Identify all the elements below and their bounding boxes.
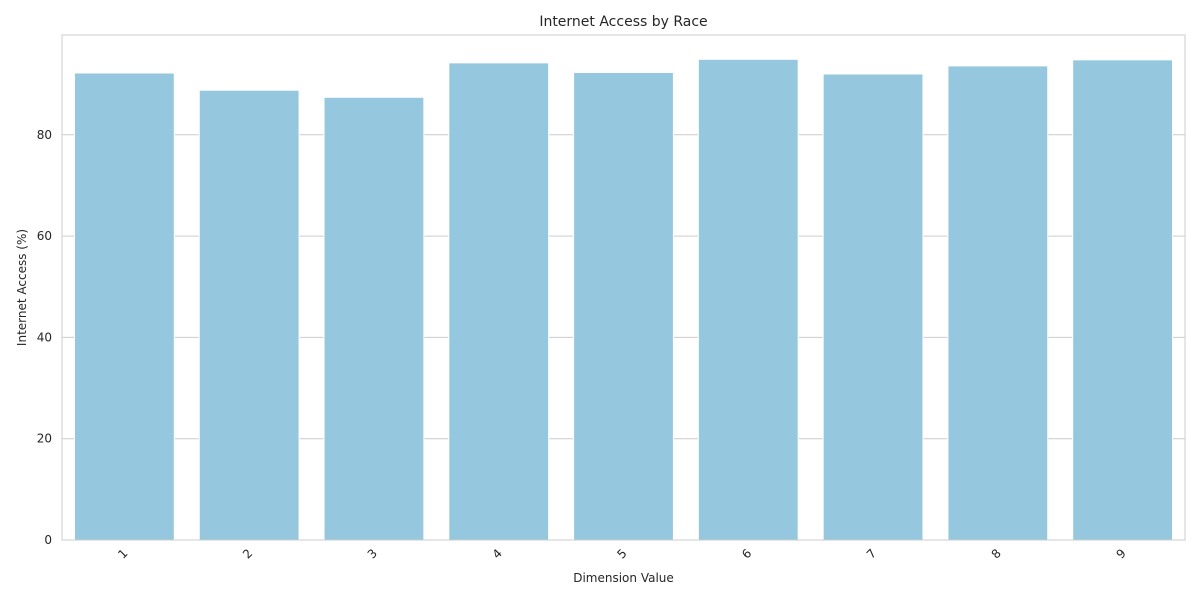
bar xyxy=(198,89,300,541)
y-tick-labels: 0 20 40 60 80 xyxy=(37,128,52,547)
x-axis-label: Dimension Value xyxy=(573,571,674,585)
x-tick-label: 2 xyxy=(240,546,255,561)
bar xyxy=(573,71,674,541)
x-tick-label: 7 xyxy=(864,546,879,561)
x-tick-label: 1 xyxy=(115,546,130,561)
x-tick-label: 6 xyxy=(739,546,754,561)
y-tick-label: 0 xyxy=(44,533,52,547)
x-tick-labels: 1 2 3 4 5 6 7 8 9 xyxy=(115,546,1129,561)
bars xyxy=(73,58,1174,541)
x-tick-label: 8 xyxy=(989,546,1004,561)
bar xyxy=(448,62,550,541)
x-tick-label: 5 xyxy=(614,546,629,561)
y-tick-label: 80 xyxy=(37,128,52,142)
bar xyxy=(73,72,175,541)
y-tick-label: 20 xyxy=(37,432,52,446)
x-tick-label: 9 xyxy=(1113,546,1128,561)
x-tick-label: 4 xyxy=(490,546,505,561)
y-tick-label: 60 xyxy=(37,229,52,243)
x-tick-label: 3 xyxy=(365,546,380,561)
plot-frame xyxy=(61,34,1186,541)
bar xyxy=(947,65,1049,541)
bar xyxy=(697,58,799,541)
chart-title: Internet Access by Race xyxy=(539,14,707,30)
bar xyxy=(822,73,924,541)
bar xyxy=(323,96,425,541)
bar xyxy=(1072,59,1174,541)
y-axis-label: Internet Access (%) xyxy=(15,229,29,346)
y-tick-label: 40 xyxy=(37,330,52,344)
